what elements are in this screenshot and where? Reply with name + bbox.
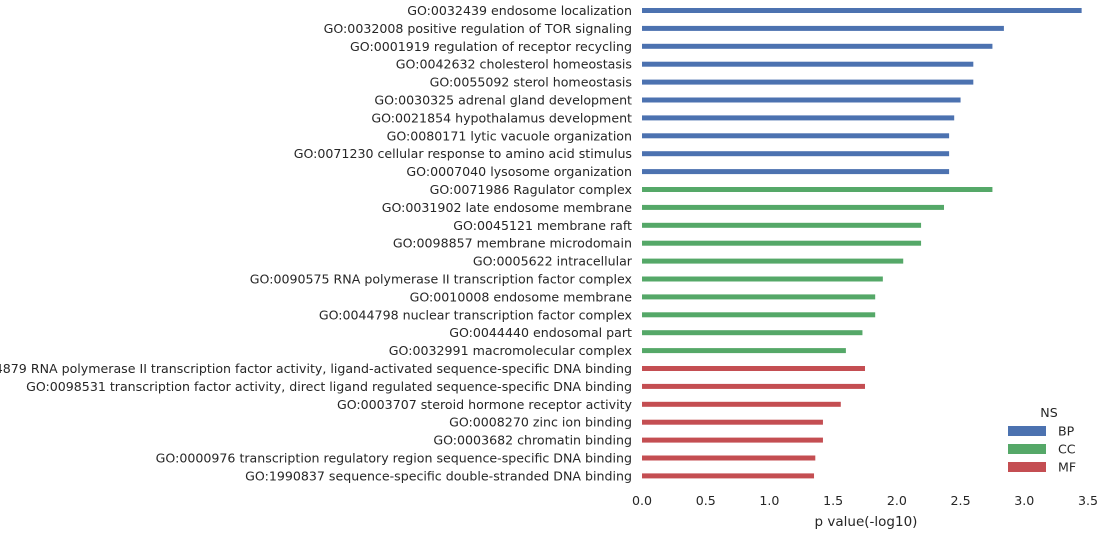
- bar-7: [642, 133, 950, 139]
- bar-6: [642, 115, 955, 121]
- bar-15: [642, 276, 883, 282]
- category-label-0: GO:0032439 endosome localization: [407, 3, 632, 18]
- bar-20: [642, 366, 865, 371]
- category-label-2: GO:0001919 regulation of receptor recycl…: [350, 39, 632, 54]
- category-label-20: GO:0004879 RNA polymerase II transcripti…: [0, 361, 632, 376]
- category-label-11: GO:0031902 late endosome membrane: [382, 200, 633, 215]
- bar-8: [642, 151, 950, 157]
- x-tick-label-4: 2.0: [887, 493, 907, 508]
- legend-label-cc: CC: [1058, 442, 1076, 457]
- bar-14: [642, 258, 904, 264]
- legend-swatch-cc: [1008, 444, 1046, 454]
- bar-17: [642, 312, 876, 318]
- bar-3: [642, 61, 974, 67]
- bar-21: [642, 383, 865, 389]
- category-label-25: GO:0000976 transcription regulatory regi…: [156, 451, 632, 466]
- x-tick-label-5: 2.5: [951, 493, 971, 508]
- bar-23: [642, 419, 823, 425]
- bar-13: [642, 240, 922, 246]
- bar-16: [642, 294, 876, 300]
- legend-label-mf: MF: [1058, 460, 1076, 475]
- category-label-17: GO:0044798 nuclear transcription factor …: [319, 307, 633, 322]
- bar-18: [642, 330, 863, 336]
- x-tick-label-1: 0.5: [696, 493, 716, 508]
- bar-4: [642, 79, 974, 85]
- category-label-22: GO:0003707 steroid hormone receptor acti…: [337, 397, 633, 412]
- legend-label-bp: BP: [1058, 424, 1075, 439]
- category-label-3: GO:0042632 cholesterol homeostasis: [396, 57, 632, 72]
- bar-10: [642, 187, 993, 192]
- x-tick-label-3: 1.5: [823, 493, 843, 508]
- category-label-9: GO:0007040 lysosome organization: [406, 164, 632, 179]
- bar-22: [642, 401, 841, 407]
- x-tick-label-7: 3.5: [1078, 493, 1098, 508]
- legend: NS BP CC MF: [1008, 405, 1076, 475]
- bars-group: [642, 8, 1082, 479]
- legend-swatch-bp: [1008, 426, 1046, 436]
- category-label-15: GO:0090575 RNA polymerase II transcripti…: [250, 272, 633, 287]
- bar-24: [642, 437, 823, 443]
- legend-title: NS: [1040, 405, 1057, 420]
- bar-2: [642, 43, 993, 49]
- bar-11: [642, 204, 945, 210]
- category-label-18: GO:0044440 endosomal part: [449, 325, 632, 340]
- category-label-1: GO:0032008 positive regulation of TOR si…: [324, 21, 632, 36]
- category-label-8: GO:0071230 cellular response to amino ac…: [294, 146, 632, 161]
- category-label-24: GO:0003682 chromatin binding: [433, 433, 632, 448]
- category-label-23: GO:0008270 zinc ion binding: [449, 415, 632, 430]
- category-labels: GO:0032439 endosome localization GO:00320…: [0, 3, 633, 483]
- bar-25: [642, 455, 816, 461]
- legend-swatch-mf: [1008, 462, 1046, 472]
- bar-19: [642, 348, 846, 354]
- x-tick-label-0: 0.0: [632, 493, 652, 508]
- bar-0: [642, 8, 1082, 13]
- category-label-5: GO:0030325 adrenal gland development: [374, 93, 632, 108]
- x-axis-label: p value(-log10): [815, 514, 918, 530]
- category-label-21: GO:0098531 transcription factor activity…: [26, 379, 632, 394]
- bar-5: [642, 97, 961, 103]
- category-label-12: GO:0045121 membrane raft: [453, 218, 632, 233]
- category-label-7: GO:0080171 lytic vacuole organization: [387, 128, 632, 143]
- x-tick-label-2: 1.0: [759, 493, 779, 508]
- bar-26: [642, 473, 815, 479]
- category-label-16: GO:0010008 endosome membrane: [410, 289, 633, 304]
- category-label-14: GO:0005622 intracellular: [473, 254, 633, 269]
- bar-1: [642, 25, 1004, 31]
- x-tick-label-6: 3.0: [1014, 493, 1034, 508]
- category-label-4: GO:0055092 sterol homeostasis: [430, 75, 632, 90]
- category-label-10: GO:0071986 Ragulator complex: [430, 182, 633, 197]
- category-label-19: GO:0032991 macromolecular complex: [389, 343, 633, 358]
- category-label-6: GO:0021854 hypothalamus development: [371, 110, 632, 125]
- category-label-13: GO:0098857 membrane microdomain: [393, 236, 632, 251]
- bar-12: [642, 222, 922, 228]
- x-axis-ticks: 0.0 0.5 1.0 1.5 2.0 2.5 3.0 3.5: [632, 493, 1098, 508]
- category-label-26: GO:1990837 sequence-specific double-stra…: [245, 468, 632, 483]
- bar-9: [642, 169, 950, 175]
